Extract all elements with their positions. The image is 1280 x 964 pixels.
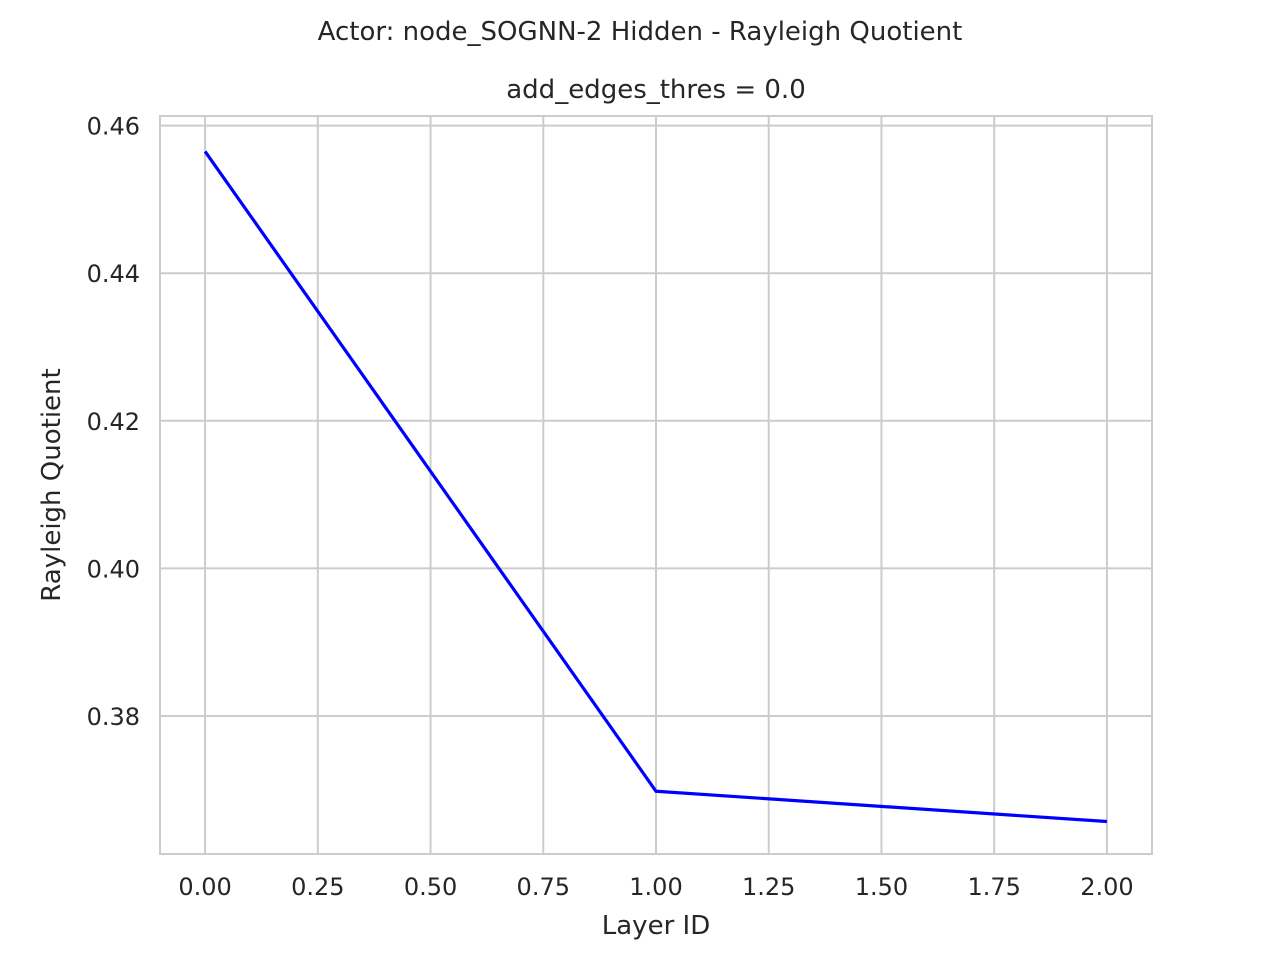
x-tick-label: 1.50 (855, 873, 908, 901)
series-line (203, 150, 1108, 824)
x-tick-label: 1.00 (629, 873, 682, 901)
y-tick-label: 0.40 (87, 555, 140, 583)
y-tick-label: 0.46 (87, 113, 140, 141)
x-tick-label: 2.00 (1080, 873, 1133, 901)
series-layer (203, 150, 1108, 824)
x-tick-label: 0.25 (291, 873, 344, 901)
y-tick-label: 0.44 (87, 260, 140, 288)
x-tick-labels: 0.00 0.25 0.50 0.75 1.00 1.25 1.50 1.75 2.00 (178, 873, 1133, 901)
x-tick-label: 0.50 (404, 873, 457, 901)
plot-frame (159, 115, 1153, 855)
x-tick-label: 0.00 (178, 873, 231, 901)
y-axis-label: Rayleigh Quotient (37, 368, 67, 601)
x-axis-label: Layer ID (602, 911, 710, 941)
figure-suptitle: Actor: node_SOGNN-2 Hidden - Rayleigh Qu… (318, 17, 963, 47)
y-tick-labels: 0.38 0.40 0.42 0.44 0.46 (87, 113, 140, 731)
grid-layer (160, 116, 1152, 854)
x-tick-label: 0.75 (517, 873, 570, 901)
y-tick-label: 0.42 (87, 408, 140, 436)
y-tick-label: 0.38 (87, 703, 140, 731)
x-tick-label: 1.75 (967, 873, 1020, 901)
x-tick-label: 1.25 (742, 873, 795, 901)
chart-title: add_edges_thres = 0.0 (506, 75, 805, 105)
